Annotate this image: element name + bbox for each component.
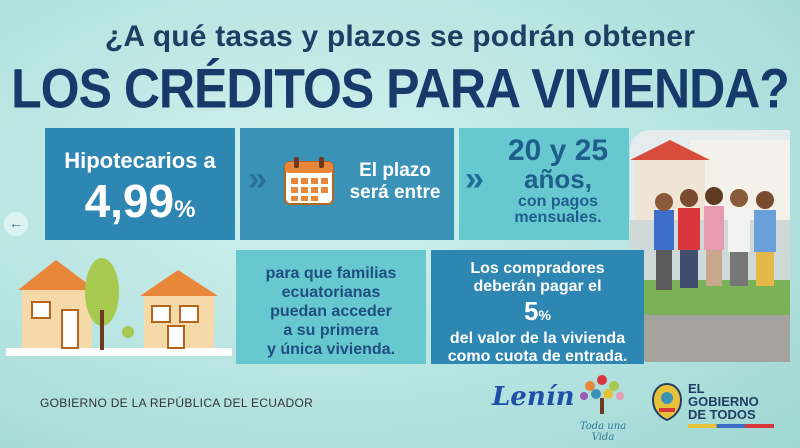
coat-of-arms-icon bbox=[651, 382, 683, 422]
families-box: para que familias ecuatorianas puedan ac… bbox=[236, 250, 426, 364]
rate-label: Hipotecarios a bbox=[64, 148, 216, 173]
el-gobierno-line-3: DE TODOS bbox=[688, 407, 756, 422]
families-line-1: para que familias bbox=[265, 265, 397, 282]
chevron-right-icon: » bbox=[465, 160, 484, 198]
calendar-icon bbox=[284, 157, 334, 205]
years-box: » 20 y 25 años, con pagos mensuales. bbox=[459, 128, 629, 240]
years-line-2: mensuales. bbox=[514, 209, 602, 226]
government-name: GOBIERNO DE LA REPÚBLICA DEL ECUADOR bbox=[40, 396, 314, 410]
families-line-4: a su primera bbox=[283, 322, 379, 339]
lenin-logo: Lenín bbox=[492, 382, 575, 412]
term-line-1: El plazo bbox=[359, 160, 431, 181]
down-payment-line-1: Los compradores bbox=[470, 260, 605, 277]
term-box: » El plazo será entre bbox=[240, 128, 454, 240]
years-line-1: con pagos bbox=[517, 193, 598, 210]
children-photo bbox=[630, 130, 790, 362]
page-title: LOS CRÉDITOS PARA VIVIENDA? bbox=[11, 57, 790, 120]
page-subtitle: ¿A qué tasas y plazos se podrán obtener bbox=[104, 20, 696, 53]
years-unit: años, bbox=[524, 164, 592, 194]
down-payment-line-4: como cuota de entrada. bbox=[447, 348, 628, 365]
tree-icon bbox=[580, 375, 624, 414]
toda-una-vida-text: Toda una Vida bbox=[579, 421, 627, 443]
down-payment-line-3: del valor de la vivienda bbox=[449, 330, 626, 347]
families-line-5: y única vivienda. bbox=[266, 341, 396, 358]
rate-value: 4,99 bbox=[84, 175, 175, 227]
chevron-right-icon: » bbox=[248, 160, 267, 198]
rate-box: Hipotecarios a 4,99% bbox=[45, 128, 235, 240]
el-gobierno-line-1: EL bbox=[688, 381, 705, 396]
down-payment-box: Los compradores deberán pagar el 5% del … bbox=[431, 250, 644, 365]
families-line-2: ecuatorianas bbox=[281, 284, 381, 301]
flag-stripe bbox=[688, 424, 774, 428]
down-payment-value: 5 bbox=[524, 296, 539, 326]
down-payment-line-2: deberán pagar el bbox=[473, 278, 602, 295]
term-line-2: será entre bbox=[349, 182, 441, 203]
previous-slide-button[interactable]: ← bbox=[4, 212, 28, 236]
down-payment-unit: % bbox=[538, 307, 551, 323]
rate-unit: % bbox=[174, 196, 196, 223]
el-gobierno-line-2: GOBIERNO bbox=[688, 394, 759, 409]
families-line-3: puedan acceder bbox=[270, 303, 392, 320]
toda-una-vida-logo: Toda una Vida bbox=[568, 372, 638, 443]
years-value: 20 y 25 bbox=[507, 134, 609, 167]
houses-illustration bbox=[6, 258, 232, 356]
